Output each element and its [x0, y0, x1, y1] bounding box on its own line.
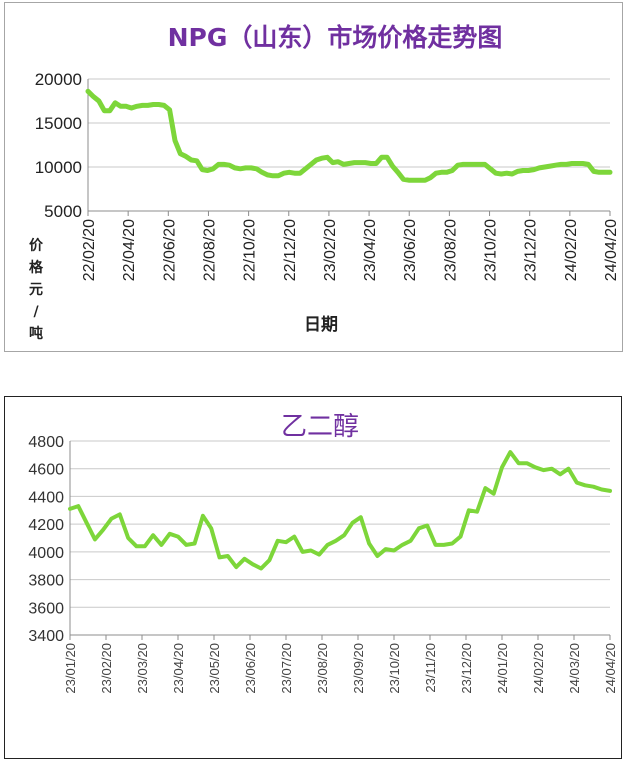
- y-axis-label-char: 价: [29, 238, 44, 254]
- x-tick-label: 23/08/20: [442, 219, 459, 281]
- y-tick-label: 4600: [28, 462, 64, 479]
- x-tick-label: 24/04/20: [603, 219, 620, 281]
- npg-chart: NPG（山东）市场价格走势图 5000 10000 15000 20000 22/02…: [29, 23, 620, 342]
- x-tick-label: 23/08/20: [315, 643, 330, 694]
- y-tick-label: 4200: [28, 517, 64, 534]
- y-tick-label: 15000: [35, 114, 82, 133]
- x-tick-label: 23/02/20: [322, 219, 339, 281]
- x-tick-label: 22/06/20: [161, 219, 178, 281]
- meg-chart: 乙二醇 3400 3600 3800 4000 4200 4400 4600 4800 23/…: [28, 412, 618, 694]
- y-tick-label: 3400: [28, 628, 64, 645]
- npg-chart-panel: NPG（山东）市场价格走势图 5000 10000 15000 20000 22/02…: [4, 2, 623, 352]
- y-axis-label-char: 吨: [29, 325, 43, 342]
- x-tick-label: 23/05/20: [207, 643, 222, 694]
- x-tick-label: 22/04/20: [121, 219, 138, 281]
- x-tick-label: 22/02/20: [81, 219, 98, 281]
- y-tick-label: 4800: [28, 434, 64, 451]
- meg-chart-panel: 乙二醇 3400 3600 3800 4000 4200 4400 4600 4800 23/…: [4, 396, 622, 759]
- series-line: [85, 88, 613, 183]
- y-tick-label: 20000: [35, 70, 82, 89]
- x-tick-label: 23/12/20: [523, 219, 540, 281]
- y-tick-label: 5000: [44, 202, 82, 221]
- x-tick-label: 23/06/20: [402, 219, 419, 281]
- x-tick-label: 23/11/20: [423, 643, 438, 693]
- x-tick-label: 22/10/20: [242, 219, 259, 281]
- x-tick-label: 23/02/20: [99, 643, 114, 694]
- x-tick-label: 24/04/20: [603, 643, 618, 694]
- chart-title: NPG（山东）市场价格走势图: [168, 23, 503, 52]
- x-tick-label: 23/12/20: [459, 643, 474, 694]
- y-tick-label: 4000: [28, 545, 64, 562]
- x-tick-label: 24/02/20: [531, 643, 546, 694]
- x-tick-label: 24/03/20: [567, 643, 582, 694]
- x-tick-label: 23/04/20: [362, 219, 379, 281]
- x-tick-label: 23/10/20: [387, 643, 402, 694]
- y-tick-label: 10000: [35, 158, 82, 177]
- x-tick-label: 23/03/20: [135, 643, 150, 694]
- x-tick-label: 23/10/20: [483, 219, 500, 281]
- y-axis-label-char: 格: [29, 259, 44, 276]
- x-tick-label: 24/01/20: [495, 643, 510, 694]
- x-tick-label: 23/04/20: [171, 643, 186, 694]
- x-tick-label: 22/12/20: [282, 219, 299, 281]
- y-tick-label: 4400: [28, 489, 64, 506]
- x-axis-label: 日期: [304, 315, 338, 335]
- series-line: [68, 450, 612, 571]
- x-tick-label: 23/06/20: [243, 643, 258, 694]
- y-axis-label-char: /: [33, 304, 39, 320]
- y-axis-label-char: 元: [29, 282, 43, 298]
- chart-title: 乙二醇: [281, 412, 359, 442]
- x-tick-label: 23/01/20: [63, 643, 78, 694]
- x-tick-label: 23/09/20: [351, 643, 366, 694]
- x-tick-label: 22/08/20: [201, 219, 218, 281]
- x-tick-label: 24/02/20: [563, 219, 580, 281]
- y-tick-label: 3800: [28, 573, 64, 590]
- y-tick-label: 3600: [28, 600, 64, 617]
- x-tick-label: 23/07/20: [279, 643, 294, 694]
